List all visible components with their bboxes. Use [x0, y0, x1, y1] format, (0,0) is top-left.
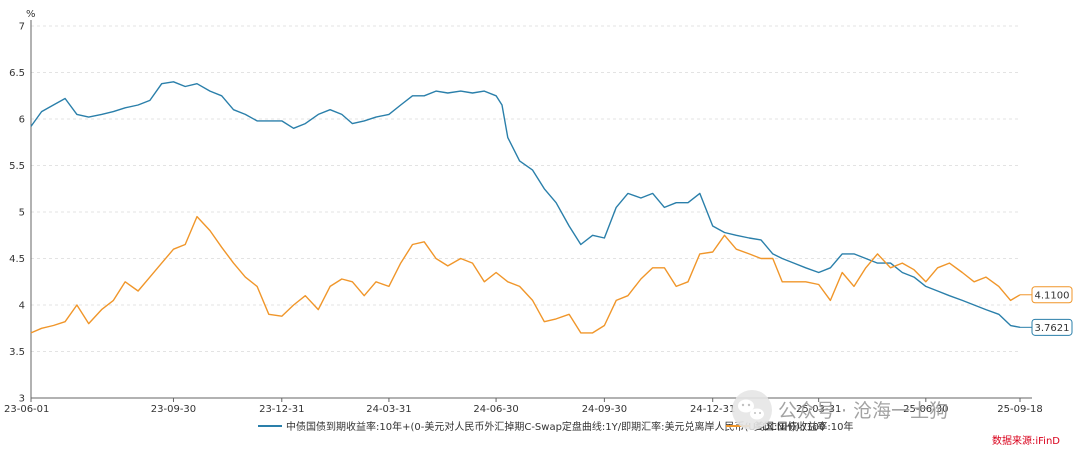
end-labels: 3.7621 4.1100 — [1020, 286, 1073, 336]
wechat-icon — [732, 390, 772, 430]
y-tick-label: 4.5 — [9, 254, 25, 265]
data-source-label: 数据来源:iFinD — [992, 434, 1060, 447]
x-tick-label: 24-03-31 — [366, 404, 411, 415]
y-tick-labels: 3 3.5 4 4.5 5 5.5 6 6.5 7 — [9, 22, 25, 405]
x-tick-label: 25-06-30 — [903, 404, 948, 415]
series-line-us-yield — [30, 215, 1021, 334]
legend-label-us-yield: 美国:国债收益率:10年 — [754, 420, 853, 433]
series-layer — [30, 81, 1021, 334]
watermark-text: 公众号 · 沧海一土狗 — [778, 400, 948, 422]
y-tick-label: 6.5 — [9, 68, 25, 79]
x-tick-label: 25-03-31 — [796, 404, 841, 415]
x-tick-label: 24-06-30 — [473, 404, 518, 415]
x-tick-labels: 23-06-01 23-09-30 23-12-31 24-03-31 24-06-30… — [4, 398, 1043, 415]
x-tick-label: 24-09-30 — [582, 404, 627, 415]
x-tick-label: 25-09-18 — [997, 404, 1042, 415]
x-tick-label: 24-12-31 — [690, 404, 735, 415]
end-label-cn-yield: 3.7621 — [1020, 318, 1073, 336]
y-tick-label: 5.5 — [9, 161, 25, 172]
legend-label-cn-yield: 中债国债到期收益率:10年+(0-美元对人民币外汇掉期C-Swap定盘曲线:1Y… — [286, 420, 825, 433]
y-axis-unit: % — [26, 9, 36, 20]
end-label-us-yield: 4.1100 — [1020, 286, 1073, 304]
axes: % — [26, 9, 1032, 399]
x-tick-label: 23-12-31 — [259, 404, 304, 415]
y-tick-label: 3 — [19, 394, 25, 405]
x-tick-label: 23-09-30 — [151, 404, 196, 415]
y-tick-label: 4 — [19, 301, 25, 312]
watermark: 公众号 · 沧海一土狗 — [732, 390, 948, 430]
end-label-value: 4.1100 — [1035, 290, 1070, 301]
series-line-cn-yield — [30, 81, 1021, 328]
grid-lines — [31, 25, 1020, 352]
y-tick-label: 3.5 — [9, 347, 25, 358]
end-label-value: 3.7621 — [1035, 323, 1070, 334]
legend-item-cn-yield[interactable]: 中债国债到期收益率:10年+(0-美元对人民币外汇掉期C-Swap定盘曲线:1Y… — [258, 420, 825, 433]
y-tick-label: 6 — [19, 115, 25, 126]
x-tick-label: 23-06-01 — [4, 404, 49, 415]
y-tick-label: 7 — [19, 22, 25, 33]
y-tick-label: 5 — [19, 208, 25, 219]
legend[interactable]: 中债国债到期收益率:10年+(0-美元对人民币外汇掉期C-Swap定盘曲线:1Y… — [258, 420, 853, 433]
